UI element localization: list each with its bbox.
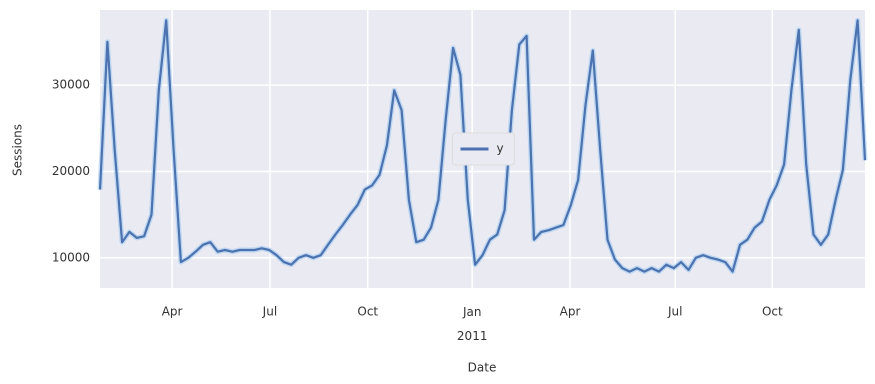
y-axis-label: Sessions (11, 124, 25, 176)
x-tick-label: Oct (357, 305, 378, 319)
x-tick-label: Jan 2011 (457, 305, 488, 343)
y-tick-label: 10000 (52, 250, 90, 264)
y-tick-label: 20000 (52, 164, 90, 178)
y-tick-label: 30000 (52, 78, 90, 92)
x-tick-label: Oct (762, 305, 783, 319)
x-tick-label: Jul (667, 305, 682, 319)
x-tick-label: Apr (560, 305, 581, 319)
series-line (98, 19, 867, 273)
legend-label: y (497, 142, 504, 156)
x-tick-label: Jul (262, 305, 277, 319)
x-tick-label: Apr (162, 305, 183, 319)
x-axis-label: Date (468, 361, 497, 375)
